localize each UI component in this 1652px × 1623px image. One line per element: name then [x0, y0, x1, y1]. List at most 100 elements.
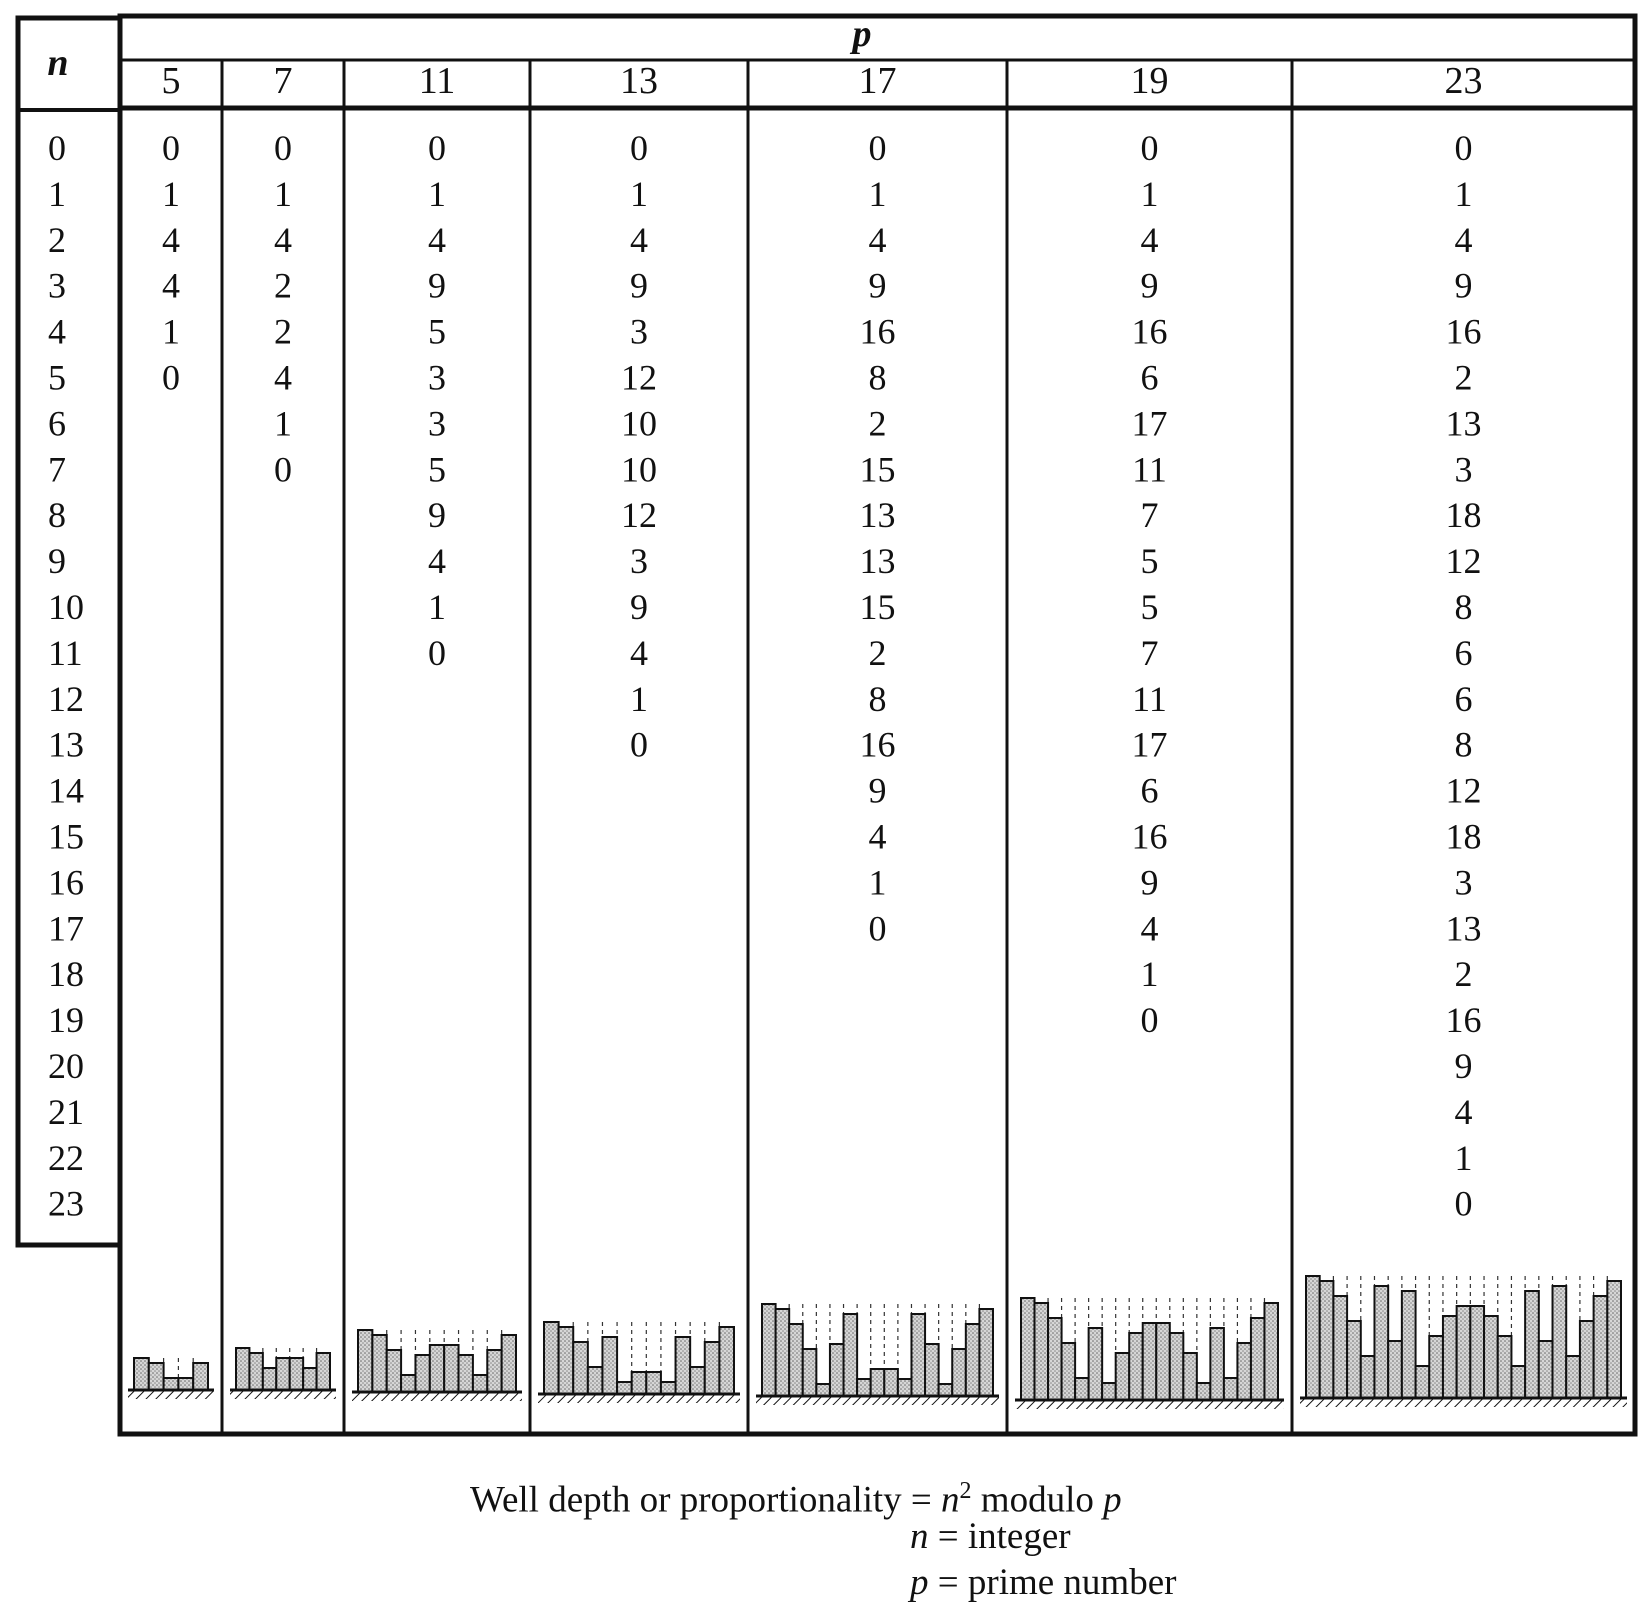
residue-value: 4: [1141, 220, 1159, 260]
residue-value: 1: [162, 312, 180, 352]
residue-value: 4: [274, 220, 292, 260]
well-column: [1114, 1352, 1131, 1401]
residue-value: 3: [1455, 862, 1473, 902]
residue-value: 9: [630, 587, 648, 627]
well-column: [1578, 1320, 1595, 1399]
caption-var-n: n: [941, 1479, 960, 1521]
well-column: [192, 1362, 209, 1391]
residue-value: 12: [1446, 771, 1482, 811]
residue-value: 16: [860, 725, 896, 765]
well-column: [543, 1321, 560, 1395]
n-value: 22: [48, 1138, 84, 1178]
well-column: [457, 1354, 474, 1393]
n-value: 10: [48, 587, 84, 627]
residue-value: 10: [621, 403, 657, 443]
residue-value: 0: [869, 128, 887, 168]
well-column: [1455, 1305, 1472, 1399]
well-column: [385, 1349, 403, 1393]
residue-value: 8: [869, 679, 887, 719]
residue-value: 1: [630, 679, 648, 719]
p-column-header: 5: [162, 60, 181, 102]
n-value: 2: [48, 220, 66, 260]
n-value: 9: [48, 541, 66, 581]
residue-value: 0: [1141, 128, 1159, 168]
residue-value: 15: [860, 587, 896, 627]
caption-line-2: n = integer: [910, 1514, 1071, 1560]
residue-value: 5: [1141, 541, 1159, 581]
n-value: 17: [48, 908, 84, 948]
residue-value: 4: [274, 358, 292, 398]
n-value: 21: [48, 1092, 84, 1132]
residue-value: 6: [1141, 358, 1159, 398]
residue-value: 0: [869, 908, 887, 948]
well-column: [1537, 1340, 1554, 1399]
well-column: [471, 1374, 489, 1393]
well-profile-p17: [756, 1303, 999, 1405]
n-value: 15: [48, 817, 84, 857]
n-value: 14: [48, 771, 84, 811]
p-column-header: 19: [1131, 60, 1169, 102]
residue-value: 9: [1455, 1046, 1473, 1086]
n-header: n: [47, 42, 68, 84]
well-column: [1551, 1285, 1568, 1399]
residue-value: 9: [869, 771, 887, 811]
residue-value: 4: [1455, 220, 1473, 260]
residue-value: 10: [621, 449, 657, 489]
well-ground: [128, 1390, 214, 1399]
well-column: [674, 1336, 692, 1395]
caption-var-p: p: [910, 1562, 929, 1603]
well-column: [801, 1348, 818, 1397]
residue-value: 8: [1455, 587, 1473, 627]
n-value: 6: [48, 403, 66, 443]
well-column: [924, 1343, 940, 1397]
residue-value: 2: [274, 266, 292, 306]
well-column: [443, 1344, 460, 1393]
residue-value: 4: [428, 541, 446, 581]
residue-value: 12: [1446, 541, 1482, 581]
residue-value: 13: [860, 495, 896, 535]
residue-value: 9: [869, 266, 887, 306]
well-column: [1483, 1315, 1499, 1399]
residue-value: 6: [1141, 771, 1159, 811]
column-dividers: [220, 60, 1294, 1434]
well-column: [761, 1303, 777, 1397]
well-column: [1182, 1352, 1198, 1401]
residue-value: 3: [428, 358, 446, 398]
well-profiles: [128, 1275, 1627, 1409]
n-column-frame: [15, 15, 120, 1248]
well-column: [315, 1352, 332, 1391]
well-column: [689, 1366, 706, 1395]
well-column: [1222, 1377, 1239, 1401]
well-column: [601, 1336, 619, 1395]
residue-value: 2: [869, 633, 887, 673]
caption-line-1: Well depth or proportionality = n2 modul…: [470, 1468, 1122, 1523]
residue-value: 4: [428, 220, 446, 260]
n-value: 3: [48, 266, 66, 306]
well-column: [288, 1357, 305, 1391]
residue-value: 1: [1141, 954, 1159, 994]
residue-value: 1: [630, 174, 648, 214]
well-column: [1510, 1365, 1527, 1399]
residue-value: 1: [274, 403, 292, 443]
n-value: 0: [48, 128, 66, 168]
residue-value: 0: [274, 449, 292, 489]
residue-value: 15: [860, 449, 896, 489]
well-column: [937, 1383, 954, 1397]
residue-value: 4: [162, 266, 180, 306]
n-value: 4: [48, 312, 66, 352]
caption: Well depth or proportionality = n2 modul…: [470, 1468, 1122, 1523]
residue-value: 0: [274, 128, 292, 168]
well-column: [1236, 1342, 1252, 1401]
well-column: [275, 1357, 291, 1391]
well-column: [586, 1366, 604, 1395]
well-column: [978, 1308, 994, 1397]
residue-value: 0: [1455, 128, 1473, 168]
well-column: [910, 1313, 927, 1397]
residue-value: 1: [1455, 174, 1473, 214]
residue-value: 13: [860, 541, 896, 581]
well-column: [630, 1371, 648, 1395]
p-columns: 5014410701422410110149533594101301493121…: [162, 60, 1483, 1224]
residue-value: 1: [869, 862, 887, 902]
well-column: [428, 1344, 446, 1393]
well-profile-p11: [352, 1329, 522, 1401]
